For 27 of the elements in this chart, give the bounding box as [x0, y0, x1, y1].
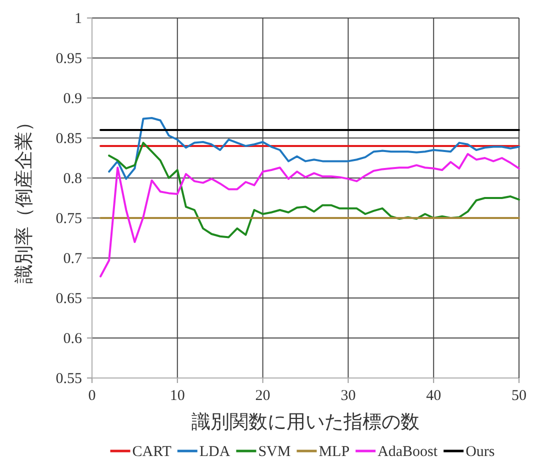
line-series	[108, 117, 520, 180]
y-tick-label: 0.6	[63, 331, 82, 347]
y-tick-label: 0.85	[56, 131, 82, 147]
legend-label: MLP	[318, 444, 350, 460]
y-tick-label: 0.75	[56, 211, 82, 227]
legend-label: LDA	[199, 444, 230, 460]
x-tick-label: 50	[512, 388, 526, 404]
line-series	[100, 153, 520, 278]
y-tick-label: 0.7	[63, 251, 82, 267]
y-tick-label: 0.65	[56, 291, 82, 307]
y-tick-label: 0.9	[63, 91, 82, 107]
y-axis-title: 識別率（倒産企業）	[13, 112, 35, 284]
y-tick-label: 0.95	[56, 51, 82, 67]
x-tick-label: 30	[340, 388, 356, 404]
legend-label: SVM	[258, 444, 291, 460]
legend-label: AdaBoost	[378, 444, 438, 460]
x-tick-label: 40	[426, 388, 442, 404]
y-tick-label: 0.55	[56, 371, 82, 387]
y-tick-label: 0.8	[63, 171, 82, 187]
legend-label: Ours	[466, 444, 495, 460]
x-axis-title: 識別関数に用いた指標の数	[192, 411, 420, 433]
line-series	[108, 142, 520, 238]
x-tick-label: 20	[255, 388, 270, 404]
y-tick-label: 1	[74, 11, 82, 27]
x-tick-label: 10	[170, 388, 185, 404]
x-tick-label: 0	[88, 388, 96, 404]
legend-label: CART	[132, 444, 172, 460]
